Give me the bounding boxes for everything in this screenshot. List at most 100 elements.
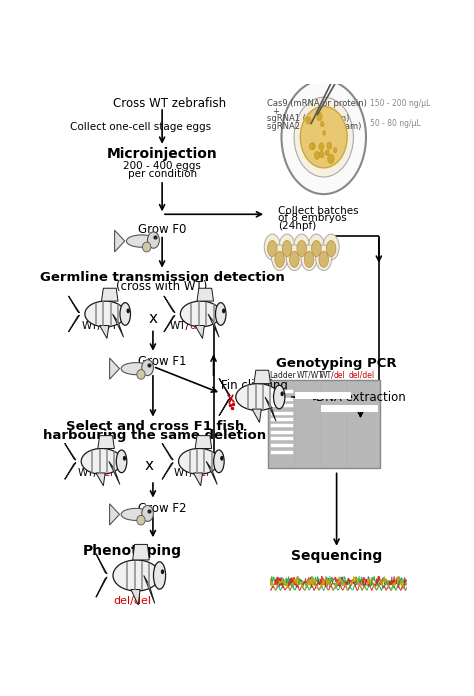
Ellipse shape xyxy=(220,456,224,461)
Text: Genotyping PCR: Genotyping PCR xyxy=(276,357,397,370)
Ellipse shape xyxy=(127,308,130,313)
Text: del: del xyxy=(334,370,346,379)
Ellipse shape xyxy=(161,569,164,574)
Ellipse shape xyxy=(272,245,288,271)
Text: del: del xyxy=(98,468,114,477)
Ellipse shape xyxy=(236,383,280,411)
Ellipse shape xyxy=(281,391,284,396)
Text: Cas9 (mRNA or protein): Cas9 (mRNA or protein) xyxy=(267,100,367,109)
Text: WT/: WT/ xyxy=(319,370,334,379)
Polygon shape xyxy=(96,577,107,597)
Polygon shape xyxy=(65,463,76,480)
Ellipse shape xyxy=(333,148,337,153)
Text: del: del xyxy=(190,321,206,331)
Polygon shape xyxy=(265,397,276,421)
Polygon shape xyxy=(96,554,107,574)
Ellipse shape xyxy=(325,150,329,155)
Polygon shape xyxy=(195,326,204,338)
Text: (cross with WT): (cross with WT) xyxy=(117,280,208,293)
Ellipse shape xyxy=(179,448,219,474)
Ellipse shape xyxy=(142,360,154,376)
Ellipse shape xyxy=(222,308,225,313)
Text: x: x xyxy=(148,311,157,326)
Ellipse shape xyxy=(127,235,157,247)
Polygon shape xyxy=(109,358,119,379)
Text: harbouring the same deletion: harbouring the same deletion xyxy=(43,429,266,441)
Polygon shape xyxy=(195,436,212,448)
Polygon shape xyxy=(206,461,217,484)
Ellipse shape xyxy=(323,234,339,260)
Ellipse shape xyxy=(282,241,292,257)
Polygon shape xyxy=(219,379,230,396)
Text: WT/WT: WT/WT xyxy=(82,321,118,331)
Polygon shape xyxy=(162,463,173,480)
Text: 150 - 200 ng/μL: 150 - 200 ng/μL xyxy=(370,100,430,109)
Ellipse shape xyxy=(297,241,307,257)
Ellipse shape xyxy=(323,131,326,135)
Ellipse shape xyxy=(301,106,347,168)
Text: Grow F2: Grow F2 xyxy=(138,502,186,515)
Ellipse shape xyxy=(311,241,321,257)
Text: del: del xyxy=(193,468,210,477)
Text: Select and cross F1 fish: Select and cross F1 fish xyxy=(65,420,244,433)
Polygon shape xyxy=(133,544,149,560)
Text: Sequencing: Sequencing xyxy=(291,549,382,563)
Text: WT/: WT/ xyxy=(78,468,98,477)
Ellipse shape xyxy=(294,97,354,177)
Text: Microinjection: Microinjection xyxy=(107,148,218,161)
Ellipse shape xyxy=(216,303,226,325)
Ellipse shape xyxy=(137,370,145,379)
Ellipse shape xyxy=(301,245,317,271)
Ellipse shape xyxy=(273,386,285,409)
Text: WT/WT: WT/WT xyxy=(296,370,323,379)
Text: Germline transmission detection: Germline transmission detection xyxy=(40,271,284,284)
Ellipse shape xyxy=(120,303,130,325)
Text: Cross WT zebrafish: Cross WT zebrafish xyxy=(113,97,226,110)
Ellipse shape xyxy=(310,143,315,150)
Text: +: + xyxy=(272,107,279,116)
Ellipse shape xyxy=(326,241,336,257)
Polygon shape xyxy=(162,443,173,460)
Polygon shape xyxy=(100,326,109,338)
Text: del/del: del/del xyxy=(114,596,152,606)
Text: Ladder: Ladder xyxy=(269,370,296,379)
Ellipse shape xyxy=(275,251,284,267)
Polygon shape xyxy=(252,409,261,422)
Text: DNA extraction: DNA extraction xyxy=(316,390,405,404)
Polygon shape xyxy=(68,296,80,313)
Ellipse shape xyxy=(142,505,154,521)
Ellipse shape xyxy=(316,245,332,271)
Ellipse shape xyxy=(328,155,334,164)
Ellipse shape xyxy=(121,363,151,374)
Text: Collect one-cell stage eggs: Collect one-cell stage eggs xyxy=(70,122,211,132)
Ellipse shape xyxy=(306,117,311,124)
Ellipse shape xyxy=(143,242,151,252)
Polygon shape xyxy=(197,288,213,301)
Ellipse shape xyxy=(290,251,299,267)
Polygon shape xyxy=(65,443,76,460)
Ellipse shape xyxy=(116,450,127,473)
Polygon shape xyxy=(219,398,230,416)
Text: sgRNA2 (downstream): sgRNA2 (downstream) xyxy=(267,122,361,131)
Text: Phenotyping: Phenotyping xyxy=(83,544,182,557)
Polygon shape xyxy=(68,315,80,332)
Ellipse shape xyxy=(137,515,145,525)
Text: Grow F0: Grow F0 xyxy=(138,223,186,236)
Polygon shape xyxy=(96,473,105,486)
Ellipse shape xyxy=(81,448,122,474)
Polygon shape xyxy=(115,230,125,252)
Polygon shape xyxy=(208,314,219,337)
Ellipse shape xyxy=(314,152,320,159)
Text: del/del: del/del xyxy=(348,370,374,379)
Text: of 8 embryos: of 8 embryos xyxy=(278,213,346,223)
Ellipse shape xyxy=(304,251,314,267)
Ellipse shape xyxy=(267,241,277,257)
Ellipse shape xyxy=(279,234,295,260)
Polygon shape xyxy=(144,576,155,603)
Polygon shape xyxy=(98,436,114,448)
Ellipse shape xyxy=(327,142,332,149)
Ellipse shape xyxy=(319,251,328,267)
Polygon shape xyxy=(164,296,175,313)
Ellipse shape xyxy=(214,450,224,473)
Ellipse shape xyxy=(320,121,324,127)
